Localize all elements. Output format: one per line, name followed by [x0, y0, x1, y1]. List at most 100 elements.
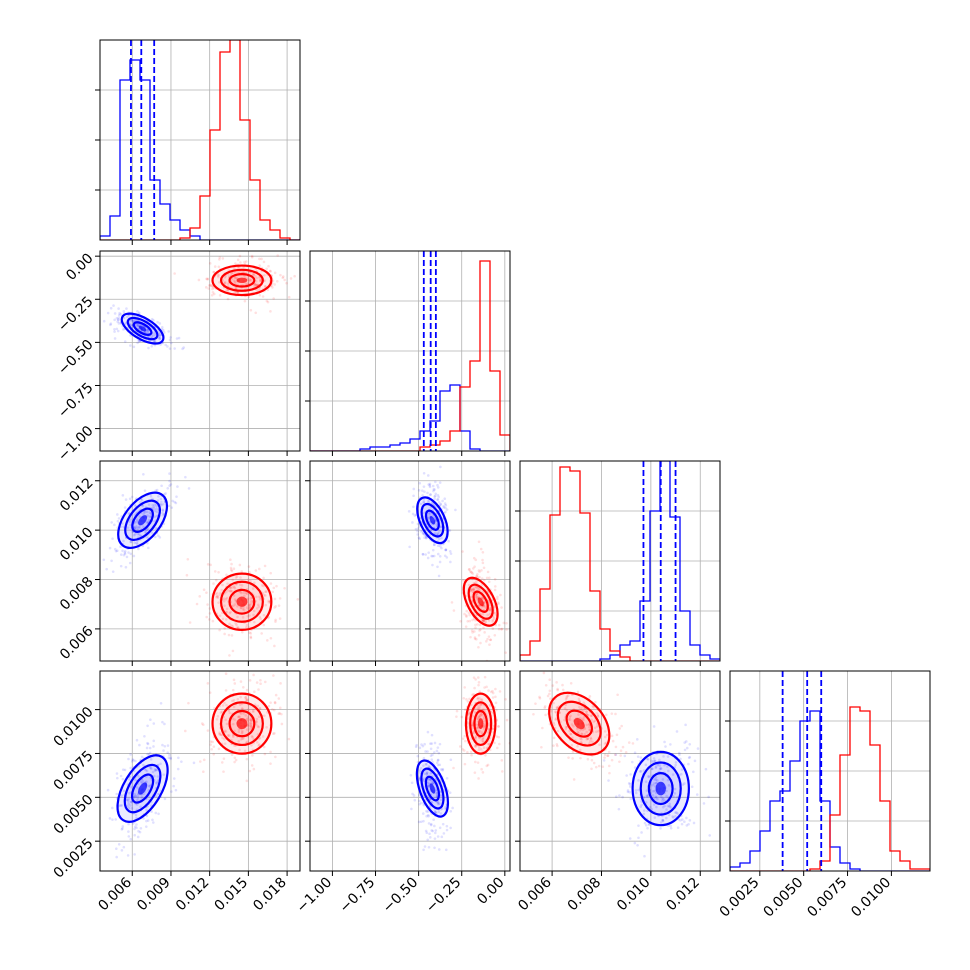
- scatter-point: [128, 778, 131, 781]
- scatter-point: [475, 574, 479, 578]
- scatter-point: [426, 810, 430, 813]
- scatter-point: [231, 699, 234, 703]
- scatter-point: [245, 606, 249, 609]
- scatter-point: [249, 717, 252, 721]
- scatter-point: [482, 740, 485, 743]
- scatter-point: [111, 818, 114, 821]
- scatter-point: [231, 625, 234, 628]
- scatter-point: [556, 687, 559, 691]
- scatter-point: [168, 484, 171, 488]
- scatter-point: [159, 333, 162, 337]
- scatter-point: [434, 829, 438, 832]
- scatter-point: [433, 543, 436, 546]
- scatter-point: [206, 277, 210, 281]
- scatter-point: [472, 588, 476, 592]
- scatter-point: [126, 804, 129, 808]
- scatter-point: [652, 757, 656, 760]
- scatter-point: [673, 792, 677, 795]
- scatter-point: [127, 835, 131, 838]
- scatter-point: [154, 526, 157, 530]
- scatter-point: [257, 605, 261, 608]
- scatter-point: [237, 730, 241, 734]
- scatter-point: [614, 712, 617, 716]
- scatter-point: [565, 695, 569, 698]
- scatter-point: [261, 735, 265, 738]
- scatter-point: [634, 789, 638, 792]
- scatter-point: [448, 529, 452, 532]
- scatter-point: [272, 708, 276, 712]
- scatter-point: [436, 746, 440, 749]
- scatter-point: [707, 795, 710, 799]
- scatter-point: [470, 629, 474, 632]
- scatter-point: [233, 729, 236, 733]
- scatter-point: [418, 802, 421, 806]
- scatter-point: [429, 822, 433, 826]
- scatter-point: [685, 746, 689, 750]
- scatter-point: [552, 721, 555, 725]
- scatter-point: [482, 746, 486, 749]
- scatter-point: [476, 729, 480, 732]
- scatter-point: [225, 590, 228, 594]
- scatter-point: [444, 548, 448, 552]
- scatter-point: [438, 763, 442, 767]
- scatter-point: [241, 707, 244, 711]
- x-tick-label: 0.006: [95, 874, 135, 914]
- scatter-point: [606, 754, 610, 757]
- scatter-point: [233, 587, 237, 590]
- scatter-point: [428, 804, 432, 808]
- scatter-point: [258, 257, 261, 261]
- scatter-point: [629, 773, 632, 776]
- scatter-point: [646, 758, 650, 761]
- scatter-point: [493, 634, 497, 637]
- scatter-point: [137, 829, 140, 833]
- scatter-point: [217, 265, 221, 269]
- scatter-point: [255, 595, 258, 599]
- scatter-point: [231, 586, 234, 589]
- scatter-point: [449, 809, 453, 813]
- scatter-point: [478, 729, 482, 733]
- scatter-point: [425, 772, 428, 776]
- scatter-point: [478, 690, 482, 693]
- scatter-point: [263, 752, 267, 756]
- scatter-point: [252, 673, 255, 677]
- scatter-point: [228, 611, 232, 615]
- scatter-point: [263, 274, 266, 277]
- scatter-point: [224, 274, 228, 278]
- scatter-point: [655, 805, 658, 809]
- scatter-point: [656, 763, 660, 767]
- scatter-point: [236, 715, 240, 719]
- scatter-point: [115, 792, 119, 796]
- scatter-point: [620, 724, 623, 728]
- scatter-point: [436, 483, 439, 487]
- scatter-point: [267, 704, 271, 708]
- scatter-point: [241, 630, 244, 634]
- scatter-point: [464, 625, 468, 628]
- scatter-point: [637, 779, 640, 782]
- scatter-point: [154, 535, 157, 539]
- scatter-point: [491, 627, 495, 631]
- scatter-point: [152, 505, 155, 509]
- scatter-point: [590, 714, 593, 717]
- scatter-point: [419, 766, 423, 770]
- scatter-point: [205, 615, 208, 619]
- scatter-point: [693, 759, 697, 763]
- scatter-point: [155, 514, 159, 518]
- scatter-point: [606, 754, 609, 758]
- scatter-point: [556, 729, 560, 733]
- scatter-point: [572, 778, 576, 781]
- scatter-point: [115, 855, 118, 859]
- scatter-point: [438, 802, 441, 805]
- scatter-point: [162, 749, 165, 752]
- scatter-point: [618, 760, 621, 764]
- scatter-point: [137, 532, 141, 536]
- scatter-point: [146, 329, 149, 333]
- scatter-point: [245, 698, 249, 701]
- scatter-point: [465, 609, 469, 613]
- scatter-point: [231, 688, 235, 692]
- scatter-point: [234, 758, 238, 762]
- scatter-point: [221, 704, 225, 707]
- scatter-point: [491, 727, 495, 731]
- scatter-point: [112, 304, 115, 307]
- scatter-point: [423, 536, 426, 539]
- scatter-point: [287, 295, 291, 299]
